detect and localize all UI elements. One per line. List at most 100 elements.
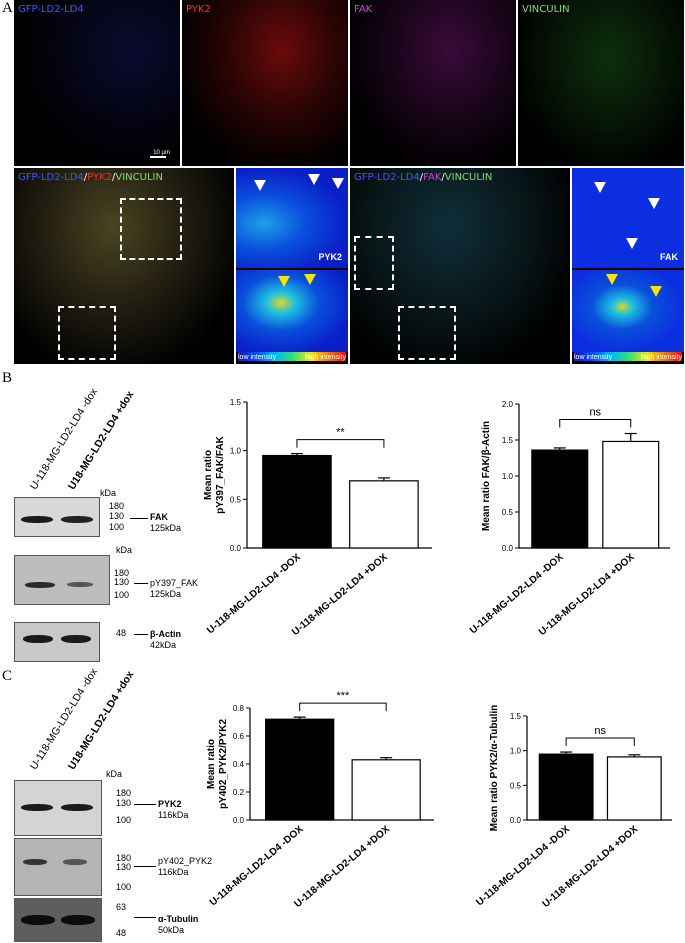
high-intensity-label: high intensity <box>641 354 682 361</box>
heatmap-fak-column: FAK low intensity high intensity <box>572 168 684 364</box>
y-tick-label: 0.8 <box>233 704 245 713</box>
white-arrowhead <box>648 198 660 209</box>
arrow-line <box>134 634 148 635</box>
mw-marker: 180 <box>109 501 125 511</box>
blot-band <box>23 635 53 643</box>
y-axis-title: Mean ratio PYK2/α-Tubulin <box>489 705 500 832</box>
blot-band <box>61 635 91 643</box>
protein-label: α-Tubulin 50kDa <box>158 914 199 935</box>
bar <box>538 753 594 821</box>
blot-alpha-tubulin <box>14 898 102 942</box>
bar <box>262 454 332 549</box>
mw-marker: 100 <box>116 815 132 825</box>
bar <box>531 449 589 549</box>
yellow-arrowhead <box>606 274 618 285</box>
category-label: U-118-MG-LD2-LD4 +DOX <box>290 552 390 638</box>
blot-fak <box>14 497 100 537</box>
blot-band <box>61 804 93 811</box>
protein-label: PYK2 116kDa <box>158 799 189 820</box>
blot-band <box>25 582 55 588</box>
micrograph-pyk2: PYK2 <box>182 0 348 166</box>
y-tick-label: 0.4 <box>233 760 245 769</box>
y-axis-title: Mean ratio <box>206 739 217 789</box>
significance-bracket <box>559 419 632 428</box>
high-intensity-label: high intensity <box>305 354 346 361</box>
y-axis-title: pY402_PYK2/PYK2 <box>218 719 229 809</box>
significance-bracket <box>296 439 385 448</box>
y-tick-label: 0.0 <box>230 544 242 553</box>
scale-bar <box>150 156 166 158</box>
significance-bracket <box>299 702 387 712</box>
mw-marker: 100 <box>109 522 125 532</box>
blot-band <box>61 915 95 925</box>
blot-py397-fak <box>14 555 110 605</box>
category-label: U-118-MG-LD2-LD4 -DOX <box>205 552 303 637</box>
merge-label-pyk2: GFP-LD2-LD4/PYK2/VINCULIN <box>18 172 163 183</box>
y-tick-label: 0.0 <box>510 816 522 825</box>
bar <box>351 759 421 821</box>
y-tick-label: 0.5 <box>230 495 242 504</box>
blot-band <box>21 915 55 925</box>
y-tick-label: 1.0 <box>230 447 242 456</box>
white-arrowhead <box>254 180 266 191</box>
white-arrowhead <box>626 238 638 249</box>
mw-marker: 48 <box>116 628 127 638</box>
significance-label: ** <box>336 427 345 439</box>
bar <box>265 718 335 821</box>
mw-marker: 130 <box>114 577 130 587</box>
roi-box-lower <box>398 306 456 360</box>
arrow-line <box>134 804 156 805</box>
roi-box-lower <box>58 306 116 360</box>
heatmap-pyk2-column: PYK2 low intensity high intensity <box>236 168 348 364</box>
blot-band <box>67 582 93 587</box>
y-tick-label: 0.2 <box>233 788 245 797</box>
category-label: U-118-MG-LD2-LD4 -DOX <box>208 824 306 909</box>
blot-band <box>23 859 47 865</box>
significance-bracket <box>565 737 635 747</box>
white-arrowhead <box>594 182 606 193</box>
heatmap-fak-upper: FAK <box>572 168 684 268</box>
y-tick-label: 1.0 <box>510 747 522 756</box>
yellow-arrowhead <box>278 276 290 287</box>
blot-band <box>21 804 53 811</box>
blot-beta-actin <box>14 622 100 662</box>
kda-label: kDa <box>116 545 133 555</box>
y-tick-label: 0.0 <box>502 544 514 553</box>
mw-marker: 48 <box>116 928 127 938</box>
merge-label-fak: GFP-LD2-LD4/FAK/VINCULIN <box>354 172 493 183</box>
protein-label: pY397_FAK 125kDa <box>150 578 199 599</box>
y-tick-label: 0.6 <box>233 732 245 741</box>
micrograph-fak: FAK <box>350 0 516 166</box>
blot-pyk2 <box>14 780 102 836</box>
category-label: U-118-MG-LD2-LD4 +DOX <box>292 824 392 910</box>
intensity-colorbar <box>574 352 682 361</box>
blot-py402-pyk2 <box>14 838 102 896</box>
white-arrowhead <box>308 174 320 185</box>
protein-label: β-Actin 42kDa <box>150 629 181 650</box>
y-tick-label: 1.0 <box>502 472 514 481</box>
mw-marker: 130 <box>116 798 132 808</box>
panel-b-letter: B <box>2 370 13 386</box>
y-tick-label: 0.5 <box>510 781 522 790</box>
significance-label: ns <box>594 725 606 737</box>
significance-label: *** <box>336 690 350 702</box>
blot-band <box>61 516 93 523</box>
panel-a-letter: A <box>2 0 13 16</box>
significance-label: ns <box>589 407 601 419</box>
low-intensity-label: low intensity <box>574 354 613 361</box>
heatmap-label-pyk2: PYK2 <box>318 252 342 262</box>
mw-marker: 180 <box>116 853 132 863</box>
scale-bar-label: 10 µm <box>153 150 170 156</box>
y-axis-title: Mean ratio <box>203 450 214 500</box>
blot-band <box>21 516 53 523</box>
y-tick-label: 1.5 <box>510 712 522 721</box>
mw-marker: 130 <box>116 862 132 872</box>
mw-marker: 63 <box>116 902 127 912</box>
channel-label-gfp: GFP-LD2-LD4 <box>18 4 84 15</box>
micrograph-vinculin: VINCULIN <box>518 0 684 166</box>
mw-marker: 100 <box>116 882 132 892</box>
roi-box-upper <box>120 198 182 260</box>
y-tick-label: 1.5 <box>230 398 242 407</box>
heatmap-fak-lower <box>572 270 684 352</box>
